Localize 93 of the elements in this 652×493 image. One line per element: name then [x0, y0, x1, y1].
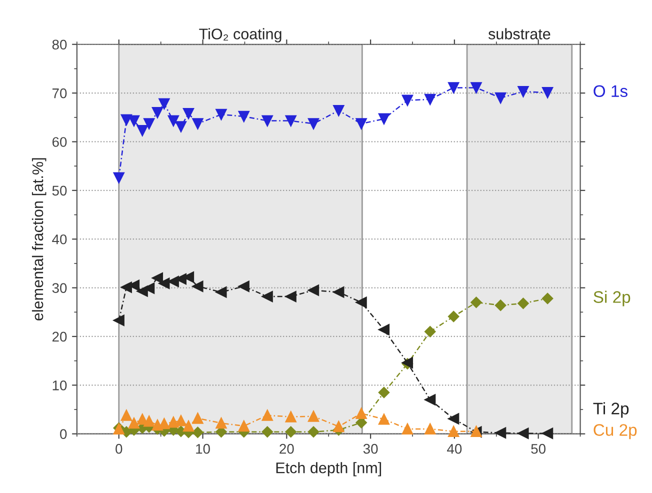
point — [495, 92, 506, 104]
point — [448, 426, 460, 437]
x-tick-label: 0 — [116, 444, 122, 454]
point — [424, 423, 436, 435]
point — [495, 427, 506, 438]
point — [144, 118, 155, 130]
point — [402, 423, 414, 435]
point — [120, 410, 132, 421]
y-tick-label: 70 — [52, 88, 67, 98]
point — [136, 124, 148, 136]
point — [262, 290, 273, 302]
point — [216, 286, 227, 298]
point — [158, 98, 170, 110]
point — [182, 108, 194, 120]
point — [518, 428, 529, 439]
x-tick-label: 20 — [280, 444, 294, 454]
point — [144, 416, 155, 427]
text: Ti 2p — [593, 402, 629, 418]
point — [356, 118, 367, 130]
point — [378, 414, 390, 425]
point — [285, 426, 296, 438]
point — [494, 300, 506, 311]
point — [113, 172, 124, 184]
band-label: TiO₂ coating — [199, 28, 282, 42]
point — [542, 428, 554, 439]
point — [238, 110, 250, 122]
text: O 1s — [594, 85, 628, 98]
point — [192, 280, 204, 292]
point — [285, 290, 296, 302]
point — [424, 94, 436, 105]
text: Si 2p — [594, 290, 630, 306]
point — [192, 426, 204, 438]
point — [448, 310, 460, 322]
point — [308, 284, 320, 296]
x-tick-label: 10 — [196, 444, 210, 454]
point — [216, 108, 227, 120]
point — [356, 296, 367, 308]
text: Cu 2p — [594, 424, 637, 440]
point — [402, 94, 414, 106]
point — [448, 413, 460, 424]
y-axis-title: elemental fraction [at.%] — [32, 158, 46, 320]
point — [470, 296, 482, 308]
point — [333, 420, 344, 432]
y-tick-label: 80 — [52, 40, 67, 50]
x-tick-label: 30 — [363, 444, 378, 454]
point — [152, 106, 164, 118]
point — [262, 115, 273, 126]
x-tick-label: 40 — [447, 444, 462, 454]
y-tick-label: 40 — [52, 234, 67, 244]
point — [542, 87, 554, 98]
point — [378, 386, 390, 398]
x-tick-label: 50 — [531, 444, 546, 454]
point — [285, 411, 296, 422]
point — [182, 420, 194, 432]
y-tick-label: 50 — [52, 186, 67, 196]
point — [518, 298, 529, 309]
point — [448, 82, 460, 94]
y-tick-label: 10 — [52, 380, 67, 390]
point — [175, 121, 187, 132]
point — [128, 418, 140, 429]
point — [192, 412, 204, 424]
point — [333, 286, 344, 298]
point — [470, 82, 482, 94]
point — [113, 314, 124, 326]
point — [333, 105, 344, 116]
point — [136, 414, 148, 425]
point — [424, 326, 436, 338]
y-tick-label: 0 — [60, 429, 67, 440]
y-tick-label: 20 — [52, 332, 67, 342]
x-axis-title: Etch depth [nm] — [276, 462, 382, 476]
point — [308, 118, 320, 130]
band-label: substrate — [488, 28, 550, 40]
point — [216, 418, 227, 429]
point — [262, 426, 273, 438]
point — [308, 410, 320, 422]
y-tick-label: 30 — [52, 283, 67, 293]
y-tick-label: 60 — [52, 137, 67, 147]
point — [152, 272, 164, 284]
point — [285, 115, 296, 126]
point — [158, 278, 170, 289]
point — [518, 86, 529, 98]
point — [308, 426, 320, 438]
point — [378, 324, 390, 336]
point — [262, 410, 273, 421]
point — [175, 415, 187, 426]
point — [356, 408, 367, 419]
point — [168, 115, 179, 126]
point — [542, 292, 554, 304]
point — [238, 280, 250, 292]
point — [378, 113, 390, 124]
point — [424, 394, 436, 406]
point — [238, 420, 250, 432]
point — [192, 118, 204, 130]
